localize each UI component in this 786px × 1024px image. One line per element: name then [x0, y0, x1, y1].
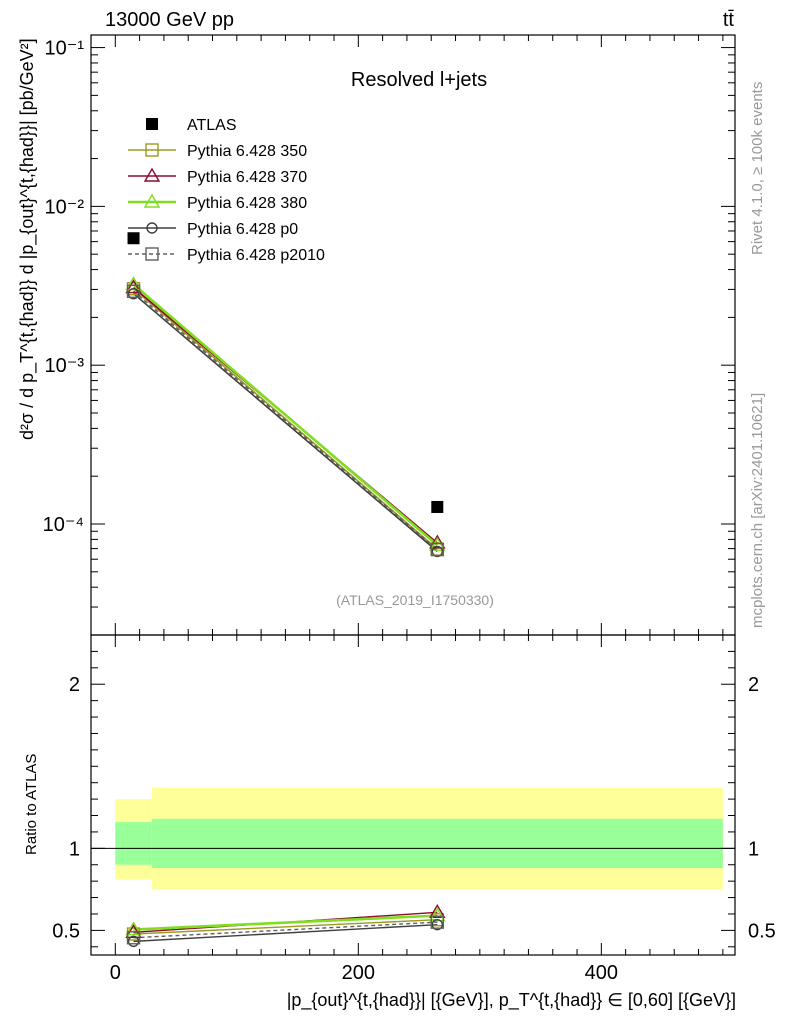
series-marker-main-3-0	[127, 287, 140, 300]
ratio-bands	[115, 787, 723, 890]
legend-marker-3	[146, 222, 158, 234]
series-markers	[125, 232, 446, 948]
series-line-ratio-2	[133, 914, 438, 931]
plot-title: Resolved l+jets	[351, 69, 487, 91]
ratio-plot-frame	[90, 634, 736, 956]
y-tick-label-main-0: 10⁻⁴	[43, 514, 84, 536]
y-tick-label-main-1: 10⁻³	[45, 355, 85, 377]
series-marker-main-3-1	[431, 545, 444, 558]
x-axis-label: |p_{out}^{t,{had}}| [{GeV}], p_T^{t,{had…	[287, 990, 736, 1011]
series-marker-ratio-4-1	[430, 915, 445, 929]
series-marker-main-1-0	[125, 279, 142, 294]
header-right: tt̄	[723, 9, 735, 31]
y-tick-label-ratio-right-1: 1	[748, 838, 759, 860]
legend-label-4: Pythia 6.428 p2010	[187, 247, 325, 264]
y-axis-label-main: d²σ / d p_T^{t,{had}} d |p_{out}^{t,{had…	[17, 38, 38, 440]
series-line-ratio-4	[133, 921, 438, 939]
side-label-mcplots: mcplots.cern.ch [arXiv:2401.10621]	[749, 393, 766, 628]
series-marker-main-4-1	[430, 542, 445, 557]
header-left: 13000 GeV pp	[105, 9, 234, 31]
band-inner-0	[115, 822, 152, 865]
watermark: (ATLAS_2019_I1750330)	[336, 592, 494, 608]
series-line-main-3	[133, 293, 438, 553]
series-line-ratio-0	[133, 919, 438, 935]
axis-tick-labels: 0 200 400 10⁻⁴ 10⁻³ 10⁻² 10⁻¹ 0.5 0.5 1 1 2 2	[43, 38, 776, 984]
atlas-marker-1	[431, 500, 444, 513]
y-tick-label-ratio-left-0: 0.5	[52, 920, 80, 942]
legend-marker-atlas	[146, 118, 158, 130]
series-marker-ratio-2-1	[429, 907, 446, 922]
y-tick-label-main-3: 10⁻¹	[45, 38, 85, 60]
series-marker-ratio-3-1	[431, 918, 444, 931]
y-tick-label-ratio-right-2: 2	[748, 674, 759, 696]
y-axis-label-ratio: Ratio to ATLAS	[23, 754, 40, 855]
legend-marker-2	[143, 193, 161, 208]
y-tick-label-ratio-left-1: 1	[69, 838, 80, 860]
x-tick-label-1: 200	[342, 962, 375, 984]
x-tick-label-0: 0	[110, 962, 121, 984]
side-label-rivet: Rivet 4.1.0, ≥ 100k events	[749, 82, 766, 255]
legend-marker-4	[145, 247, 159, 261]
series-line-main-2	[132, 283, 439, 547]
y-tick-label-ratio-right-0: 0.5	[748, 920, 776, 942]
legend-label-0: Pythia 6.428 350	[187, 143, 307, 160]
atlas-marker-0	[127, 232, 140, 245]
series-line-main-4	[133, 290, 438, 551]
y-tick-label-ratio-left-2: 2	[69, 674, 80, 696]
series-line-ratio-3	[133, 923, 438, 943]
series-marker-main-4-0	[126, 284, 141, 298]
legend-marker-1	[143, 167, 161, 182]
legend-label-atlas: ATLAS	[187, 117, 237, 134]
legend-marker-0	[145, 143, 159, 157]
legend-label-1: Pythia 6.428 370	[187, 169, 307, 186]
series-marker-main-1-1	[429, 534, 446, 549]
series-marker-ratio-3-0	[127, 935, 140, 948]
axis-ticks	[90, 35, 735, 955]
series-marker-ratio-1-1	[429, 903, 446, 919]
legend: ATLAS Pythia 6.428 350 Pythia 6.428 370 Pyt…	[128, 117, 325, 264]
legend-label-2: Pythia 6.428 380	[187, 195, 307, 212]
band-inner-1	[151, 818, 723, 869]
x-tick-label-2: 400	[585, 962, 618, 984]
series-marker-ratio-2-0	[125, 921, 142, 936]
series-marker-main-2-0	[125, 276, 142, 291]
y-tick-label-main-2: 10⁻²	[45, 196, 85, 218]
legend-label-3: Pythia 6.428 p0	[187, 221, 298, 238]
series-lines	[132, 283, 439, 943]
series-marker-ratio-4-0	[126, 931, 141, 945]
